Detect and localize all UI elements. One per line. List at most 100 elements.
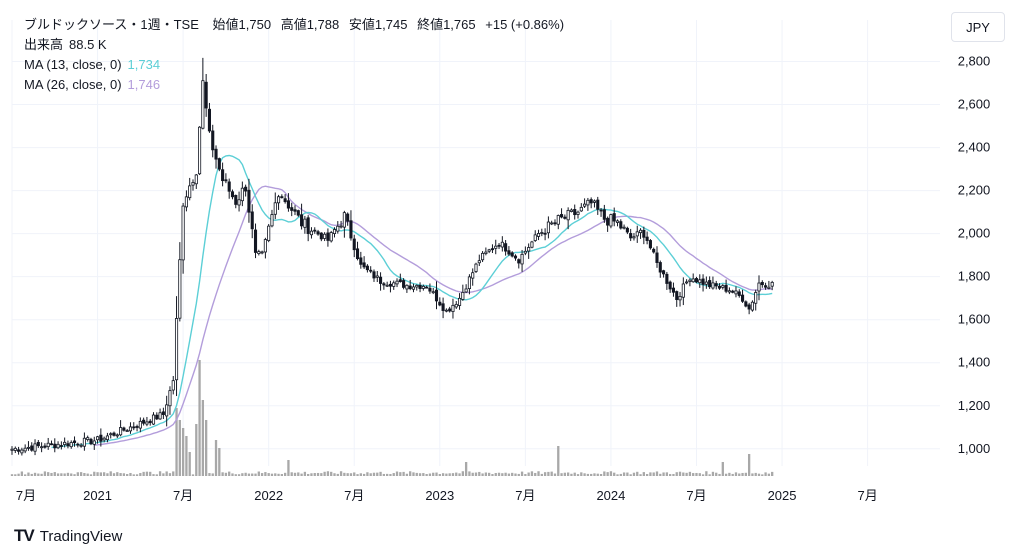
volume-bar [122, 473, 126, 476]
candle-down [59, 445, 63, 447]
volume-bar [106, 473, 109, 476]
volume-bar [254, 473, 257, 476]
volume-bar [366, 472, 369, 476]
volume-bar [221, 472, 224, 476]
volume-bar [313, 472, 316, 476]
candle-up [632, 236, 636, 239]
currency-button[interactable]: JPY [951, 12, 1005, 42]
volume-bar [79, 472, 83, 476]
candle-down [665, 273, 669, 284]
candle-up [415, 284, 419, 288]
candle-up [622, 226, 626, 229]
candle-up [579, 206, 583, 212]
volume-bar [708, 474, 711, 476]
volume-bar [330, 471, 333, 476]
volume-bar [484, 472, 488, 476]
candle-up [678, 296, 682, 301]
volume-bar [501, 473, 504, 476]
volume-bar [425, 474, 428, 476]
candle-down [250, 211, 254, 230]
price-axis[interactable]: 1,000 1,200 1,400 1,600 1,800 2,000 2,200 2,400… [958, 54, 991, 456]
volume-bar [149, 471, 152, 476]
candle-down [428, 287, 432, 292]
x-tick-label: 2024 [596, 488, 625, 503]
candle-down [379, 276, 383, 284]
candle-up [421, 285, 425, 289]
candle-down [49, 443, 54, 446]
volume-bar [14, 474, 17, 476]
volume-bar [718, 473, 721, 476]
volume-bar [652, 472, 655, 476]
high-value: 1,788 [306, 17, 340, 32]
volume-bar [458, 473, 461, 476]
volume-bar [300, 473, 303, 476]
volume-bar [547, 471, 550, 476]
volume-bar [744, 472, 747, 476]
candle-up [263, 239, 267, 253]
candle-down [227, 181, 231, 192]
volume-bar [603, 471, 606, 476]
x-tick-label: 2022 [254, 488, 283, 503]
volume-bar [112, 473, 116, 476]
candle-down [507, 250, 511, 255]
volume-bar [24, 474, 27, 476]
candle-up [494, 245, 498, 249]
volume-bar [129, 472, 132, 476]
volume-bar [626, 472, 629, 476]
close-label: 終値 [417, 17, 444, 32]
x-tick-label: 7月 [857, 488, 877, 503]
candle-down [701, 278, 705, 285]
volume-bar [53, 472, 56, 476]
volume-bar [73, 474, 76, 476]
volume-bar [191, 474, 195, 476]
candle-down [349, 220, 353, 239]
candle-up [457, 297, 462, 306]
volume-bar [560, 473, 563, 476]
candle-down [230, 191, 235, 198]
candle-down [204, 81, 208, 109]
volume-bar [135, 474, 139, 476]
volume-bar [432, 472, 435, 476]
candle-down [560, 214, 564, 218]
volume-bar [645, 474, 649, 476]
candle-down [296, 210, 300, 216]
volume-bar [724, 473, 728, 476]
volume-bar [283, 472, 287, 476]
volume-bar [234, 474, 237, 476]
tradingview-brand[interactable]: TV TradingView [14, 526, 122, 546]
y-tick-label: 2,000 [958, 226, 991, 241]
x-tick-label: 7月 [515, 488, 535, 503]
volume-bar [705, 471, 708, 476]
candle-up [481, 252, 485, 261]
ma13-legend[interactable]: MA (13, close, 0) 1,734 [24, 55, 564, 75]
candle-up [138, 420, 142, 429]
candle-down [53, 443, 57, 449]
candle-up [178, 259, 182, 319]
volume-bar [56, 473, 60, 476]
candle-up [395, 280, 399, 285]
volume-bar [764, 472, 767, 476]
candle-up [770, 281, 774, 287]
volume-bar [86, 473, 89, 476]
ma26-legend[interactable]: MA (26, close, 0) 1,746 [24, 75, 564, 95]
volume-bar [757, 473, 761, 476]
volume-bar [241, 473, 244, 476]
candle-up [583, 203, 587, 207]
volume-bar [474, 472, 478, 476]
volume-value: 88.5 K [69, 37, 107, 52]
volume-bar [353, 472, 356, 476]
candle-down [221, 169, 225, 182]
volume-bar [619, 473, 622, 476]
low-label: 安値 [348, 17, 375, 32]
candle-up [125, 430, 129, 432]
time-axis[interactable]: 7月 2021 7月 2022 7月 2023 7月 2024 7月 2025 7月 [16, 488, 878, 503]
candle-up [82, 437, 86, 447]
volume-bar [553, 473, 557, 476]
volume-bar [47, 472, 50, 476]
volume-bar [662, 472, 665, 476]
candle-up [471, 272, 475, 279]
volume-bar [218, 448, 221, 476]
brand-name: TradingView [39, 527, 123, 545]
volume-bar [488, 472, 491, 476]
